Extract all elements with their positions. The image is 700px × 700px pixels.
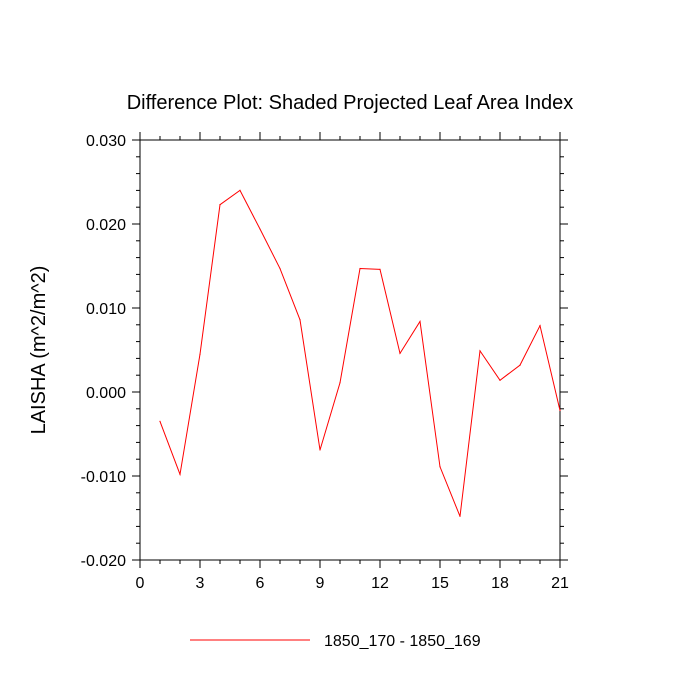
x-tick-label: 18 [491, 575, 509, 592]
data-point [439, 466, 441, 468]
data-point [499, 379, 501, 381]
series-line [159, 189, 561, 517]
plot-frame [139, 139, 561, 561]
data-point [319, 449, 321, 451]
data-point [519, 364, 521, 366]
data-point [219, 204, 221, 206]
y-tick-label: 0.030 [86, 133, 126, 150]
x-tick-label: 6 [256, 575, 265, 592]
x-axis-tick-labels: 0 3 6 9 12 15 18 21 [136, 575, 569, 592]
data-point [259, 228, 261, 230]
y-axis-label: LAISHA (m^2/m^2) [28, 266, 50, 435]
plot-border [139, 139, 561, 561]
x-tick-label: 0 [136, 575, 145, 592]
y-tick-label: 0.010 [86, 301, 126, 318]
data-point [239, 189, 241, 191]
data-point [479, 350, 481, 352]
axis-ticks [132, 132, 568, 568]
x-tick-label: 21 [551, 575, 569, 592]
chart-title: Difference Plot: Shaded Projected Leaf A… [127, 92, 574, 114]
data-point [199, 353, 201, 355]
data-point [359, 267, 361, 270]
y-tick-label: -0.010 [81, 469, 126, 486]
y-tick-label: 0.000 [86, 385, 126, 402]
series-layer [159, 189, 561, 517]
data-point [539, 325, 541, 327]
data-point [399, 352, 401, 354]
data-point [459, 515, 461, 517]
data-point [559, 409, 561, 412]
data-point [299, 319, 301, 321]
x-tick-label: 15 [431, 575, 449, 592]
data-point [339, 382, 341, 384]
y-axis-tick-labels: -0.020 -0.010 0.000 0.010 0.020 0.030 [81, 133, 126, 570]
x-tick-label: 9 [316, 575, 325, 592]
data-point [379, 268, 381, 270]
legend-label: 1850_170 - 1850_169 [324, 633, 481, 650]
x-tick-label: 12 [371, 575, 389, 592]
data-point [279, 267, 281, 270]
x-tick-label: 3 [196, 575, 205, 592]
y-tick-label: -0.020 [81, 553, 126, 570]
y-tick-label: 0.020 [86, 217, 126, 234]
data-point [159, 420, 161, 422]
legend: 1850_170 - 1850_169 [190, 633, 481, 650]
data-point [179, 473, 181, 475]
data-point [419, 320, 421, 323]
